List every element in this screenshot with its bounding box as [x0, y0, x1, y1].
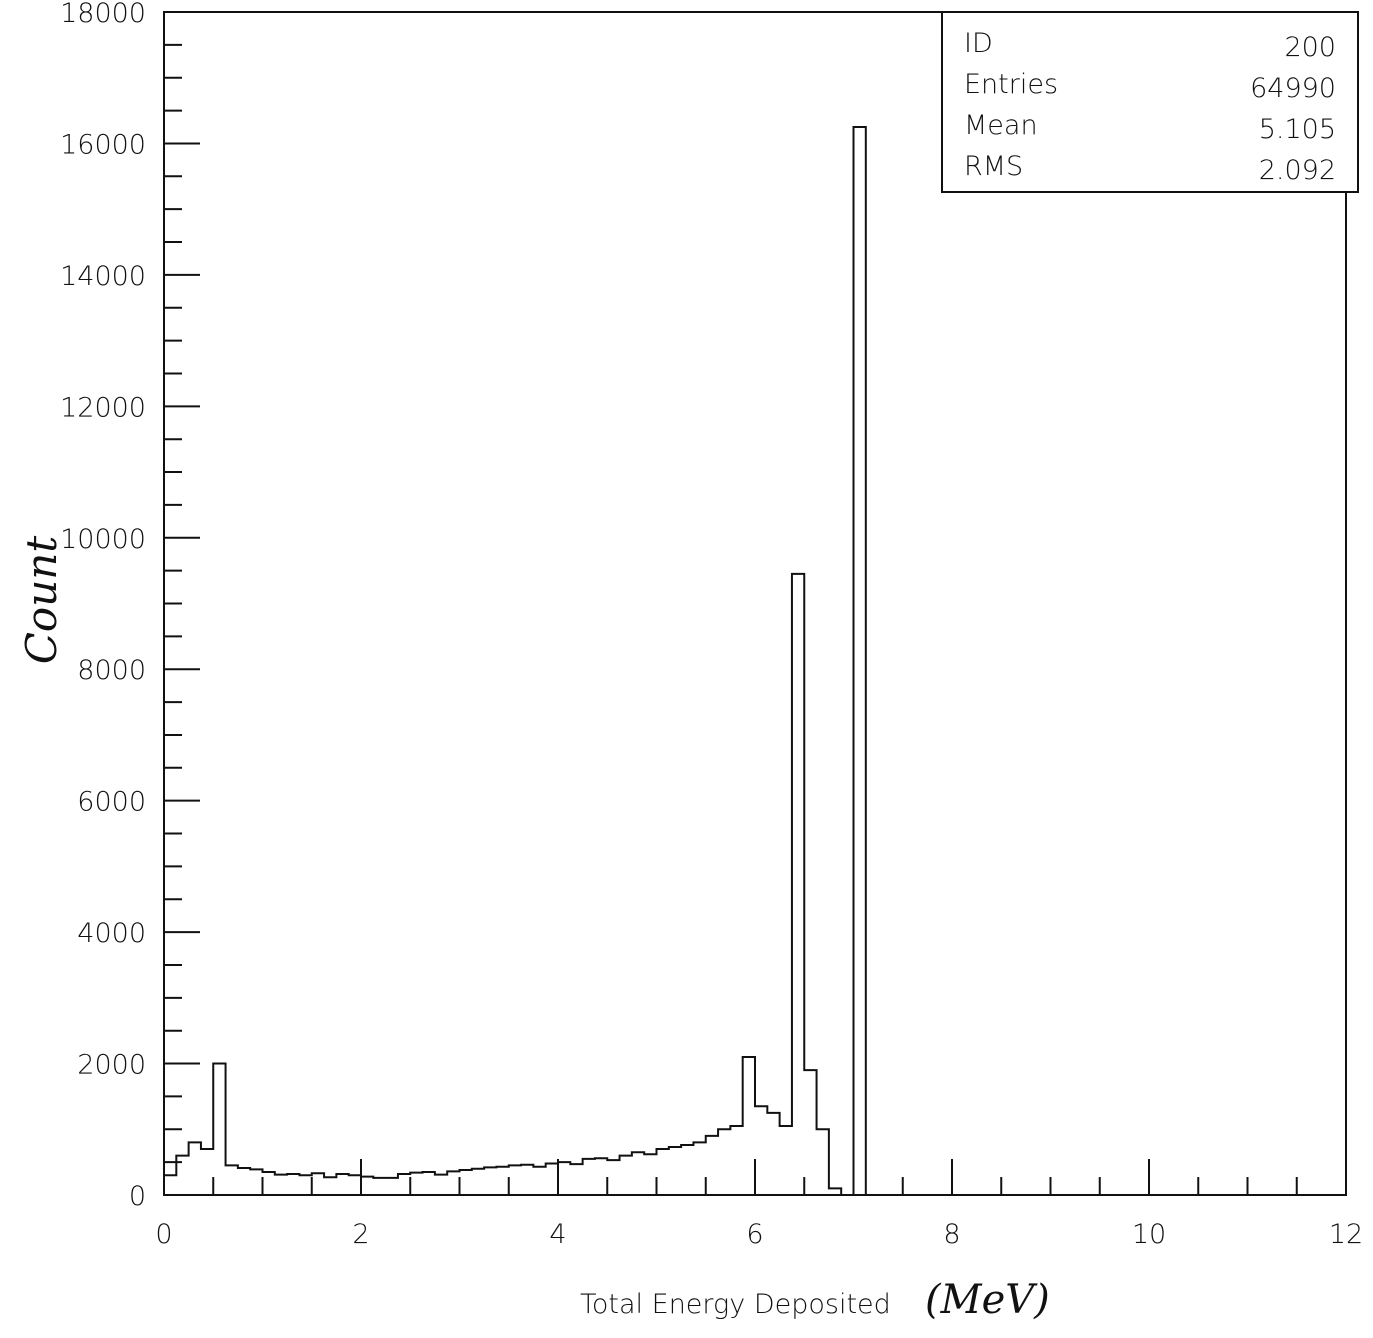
- histogram-bins: [164, 127, 866, 1195]
- histogram-bin: [632, 1152, 644, 1195]
- histogram-bin: [361, 1177, 373, 1195]
- stats-value: 5.105: [1259, 114, 1336, 145]
- stats-label: Mean: [964, 110, 1038, 141]
- histogram-bin: [460, 1170, 472, 1195]
- histogram-bin: [693, 1142, 705, 1195]
- histogram-bin: [472, 1169, 484, 1195]
- y-tick-label: 12000: [60, 392, 146, 423]
- y-tick-label: 10000: [60, 524, 146, 555]
- histogram-bin: [509, 1165, 521, 1195]
- x-tick-label: 6: [746, 1219, 763, 1250]
- histogram-bin: [176, 1156, 188, 1195]
- histogram-bin: [410, 1173, 422, 1195]
- histogram-bin: [817, 1129, 829, 1195]
- stats-box: ID 200 Entries 64990 Mean 5.105 RMS 2.092: [941, 11, 1359, 193]
- histogram-bin: [226, 1165, 238, 1195]
- x-tick-label: 10: [1132, 1219, 1166, 1250]
- histogram-bin: [275, 1175, 287, 1195]
- x-tick-label: 2: [352, 1219, 369, 1250]
- histogram-bin: [496, 1167, 508, 1195]
- histogram-bin: [558, 1162, 570, 1195]
- x-tick-label: 12: [1329, 1219, 1363, 1250]
- stats-label: Entries: [964, 69, 1058, 100]
- stats-value: 200: [1284, 32, 1336, 63]
- y-tick-label: 6000: [77, 787, 146, 818]
- histogram-bin: [213, 1064, 225, 1195]
- histogram-bin: [386, 1178, 398, 1195]
- histogram-bin: [398, 1174, 410, 1195]
- stats-value: 64990: [1250, 73, 1336, 104]
- y-tick-label: 18000: [60, 0, 146, 29]
- x-tick-labels: 0 2 4 6 8 10 12: [155, 1219, 1363, 1250]
- histogram-bin: [595, 1158, 607, 1195]
- stats-label: RMS: [964, 151, 1023, 182]
- x-tick-label: 4: [549, 1219, 566, 1250]
- histogram-bin: [349, 1175, 361, 1195]
- y-axis-label: Count: [17, 536, 66, 665]
- x-axis-unit: (MeV): [925, 1277, 1050, 1323]
- histogram-bin: [804, 1070, 816, 1195]
- histogram-bin: [324, 1177, 336, 1195]
- histogram-bin: [620, 1156, 632, 1195]
- histogram-bin: [189, 1142, 201, 1195]
- histogram-outline: [163, 126, 879, 1196]
- histogram-bin: [164, 1175, 176, 1195]
- histogram-bin: [607, 1160, 619, 1195]
- histogram-bin: [201, 1149, 213, 1195]
- histogram-bin: [780, 1126, 792, 1195]
- histogram-bin: [644, 1154, 656, 1195]
- histogram-bin: [373, 1178, 385, 1195]
- histogram-bin: [423, 1172, 435, 1195]
- x-tick-label: 8: [943, 1219, 960, 1250]
- histogram-bin: [299, 1175, 311, 1195]
- y-tick-label: 14000: [60, 261, 146, 292]
- histogram-bin: [312, 1173, 324, 1195]
- histogram-bin: [792, 574, 804, 1195]
- histogram-bin: [435, 1175, 447, 1195]
- histogram-bin: [767, 1113, 779, 1195]
- y-tick-label: 2000: [77, 1050, 146, 1081]
- stats-label: ID: [964, 28, 993, 59]
- x-tick-label: 0: [155, 1219, 172, 1250]
- y-tick-label: 0: [129, 1181, 146, 1212]
- histogram-bin: [447, 1171, 459, 1195]
- histogram-bin: [730, 1126, 742, 1195]
- y-tick-label: 4000: [77, 918, 146, 949]
- histogram-bin: [533, 1167, 545, 1195]
- histogram-bin: [743, 1057, 755, 1195]
- y-tick-label: 8000: [77, 655, 146, 686]
- histogram-bin: [250, 1169, 262, 1195]
- histogram-bin: [263, 1172, 275, 1195]
- histogram-bin: [287, 1174, 299, 1195]
- histogram-bin: [706, 1136, 718, 1195]
- histogram-bin: [570, 1164, 582, 1195]
- histogram-bin: [484, 1167, 496, 1195]
- histogram-bin: [238, 1168, 250, 1195]
- histogram-bin: [829, 1188, 841, 1195]
- histogram-bin: [854, 127, 866, 1195]
- histogram-bin: [546, 1163, 558, 1195]
- histogram-bin: [718, 1129, 730, 1195]
- histogram-bin: [583, 1159, 595, 1195]
- histogram-bin: [681, 1145, 693, 1195]
- histogram-bin: [336, 1174, 348, 1195]
- histogram-bin: [521, 1165, 533, 1195]
- y-tick-labels: 0 2000 4000 6000 8000 10000 12000 14000 16000 180…: [60, 0, 146, 1212]
- histogram-bin: [657, 1149, 669, 1195]
- histogram-bin: [755, 1106, 767, 1195]
- stats-value: 2.092: [1259, 155, 1336, 186]
- x-axis-label: Total Energy Deposited: [580, 1289, 891, 1320]
- stats-box-frame: [941, 11, 1359, 193]
- y-tick-label: 16000: [60, 129, 146, 160]
- histogram-bin: [669, 1147, 681, 1195]
